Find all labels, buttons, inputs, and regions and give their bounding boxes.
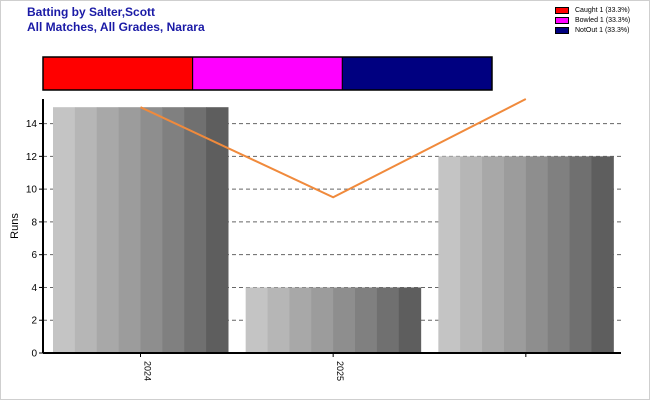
dismissal-segment-notout bbox=[341, 56, 493, 91]
bar-stripe bbox=[503, 156, 527, 353]
bar-stripe bbox=[525, 156, 549, 353]
bar-stripe bbox=[355, 287, 378, 353]
bar-stripe bbox=[206, 107, 229, 354]
bar-stripe bbox=[398, 287, 422, 353]
bar-stripe bbox=[184, 107, 207, 354]
legend-swatch-notout bbox=[555, 27, 569, 34]
y-tick-label: 12 bbox=[26, 152, 38, 163]
x-tick-label: 2025 bbox=[335, 361, 345, 381]
dismissal-segment-caught bbox=[42, 56, 194, 91]
bar-stripe bbox=[547, 156, 571, 353]
y-tick-label: 2 bbox=[31, 316, 37, 327]
dismissal-bar-outline bbox=[42, 56, 493, 91]
legend-label-bowled: Bowled 1 (33.3%) bbox=[575, 17, 631, 24]
bar-stripe bbox=[333, 287, 356, 353]
y-tick-label: 4 bbox=[31, 283, 37, 294]
bar-stripe bbox=[482, 156, 505, 353]
x-tick-label: 2024 bbox=[143, 361, 153, 381]
trend-line bbox=[140, 98, 527, 199]
dismissal-segment-bowled bbox=[192, 56, 343, 91]
chart-subtitle: All Matches, All Grades, Narara bbox=[27, 20, 205, 34]
bar-stripe bbox=[53, 107, 76, 354]
legend-swatch-caught bbox=[555, 7, 569, 14]
bar-stripe bbox=[591, 156, 614, 353]
bar-stripe bbox=[140, 107, 163, 354]
bar-stripe bbox=[96, 107, 120, 354]
y-tick-label: 8 bbox=[31, 217, 37, 228]
y-axis-label: Runs bbox=[9, 213, 21, 239]
bar-stripe bbox=[245, 287, 269, 353]
bar-stripe bbox=[74, 107, 98, 354]
chart-title: Batting by Salter,Scott bbox=[27, 5, 156, 19]
legend-swatch-bowled bbox=[555, 17, 569, 24]
y-tick-label: 0 bbox=[31, 349, 37, 360]
bar-stripe bbox=[118, 107, 141, 354]
bar-stripe bbox=[438, 156, 461, 353]
bar-stripe bbox=[311, 287, 334, 353]
legend-label-notout: NotOut 1 (33.3%) bbox=[575, 27, 630, 34]
bar-stripe bbox=[460, 156, 483, 353]
bar-stripe bbox=[569, 156, 592, 353]
y-tick-label: 10 bbox=[26, 185, 38, 196]
y-tick-label: 14 bbox=[26, 119, 38, 130]
bar-stripe bbox=[267, 287, 290, 353]
legend-label-caught: Caught 1 (33.3%) bbox=[575, 7, 630, 14]
bar-stripe bbox=[162, 107, 185, 354]
bar-stripe bbox=[289, 287, 312, 353]
bar-stripe bbox=[376, 287, 400, 353]
y-tick-label: 6 bbox=[31, 250, 37, 261]
